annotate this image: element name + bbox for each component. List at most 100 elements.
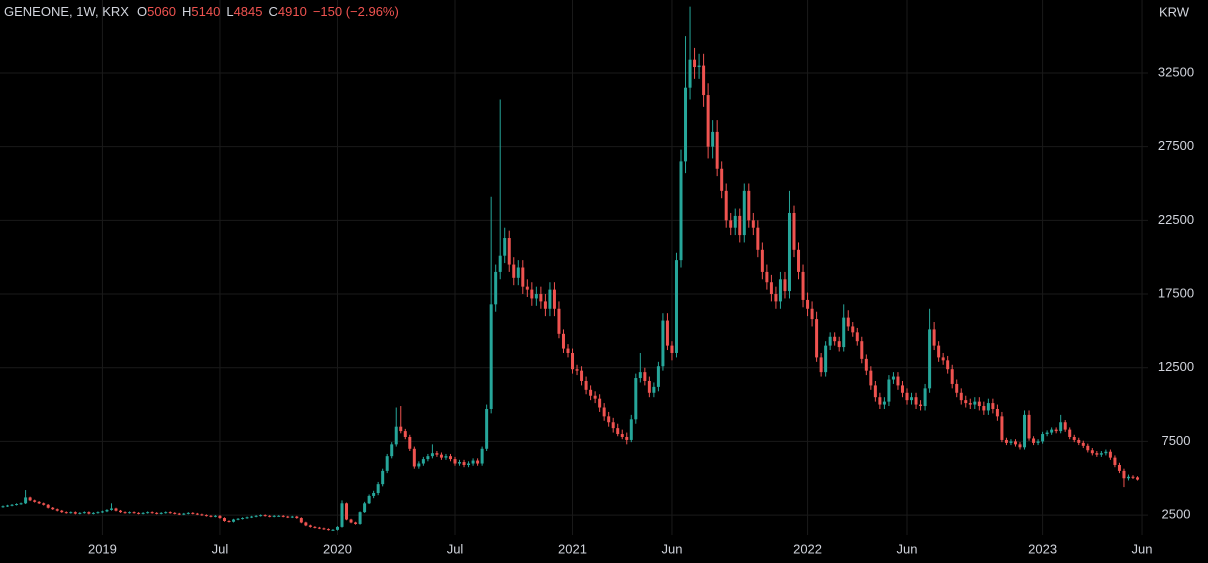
candle-body [634,378,638,420]
y-tick-label: 32500 [1158,64,1194,79]
candle-body [778,279,782,302]
y-tick-label: 2500 [1162,507,1191,522]
ohlc-label: L [226,4,233,19]
candle-body [602,407,606,417]
candle-body [887,379,891,402]
x-tick-label: 2021 [558,541,587,556]
x-tick-label: Jun [661,541,682,556]
candle-body [711,131,715,147]
candle-body [503,238,507,256]
candle-body [430,453,434,457]
candle-body [693,59,697,68]
candle-body [765,271,769,283]
candle-body [679,161,683,261]
candle-body [444,456,448,458]
candle-body [986,403,990,411]
candle-body [959,392,963,401]
candle-body [494,271,498,305]
candle-body [290,516,294,518]
candle-body [769,282,773,295]
candle-body [611,422,615,429]
candle-body [738,215,742,236]
candle-body [638,372,642,379]
candle-body [200,514,204,516]
candle-body [232,519,236,522]
candle-body [105,509,109,512]
candle-body [620,434,624,437]
candle-body [973,401,977,405]
candle-body [173,512,177,514]
candle-body [335,526,339,530]
symbol: GENEONE, 1W, KRX [4,4,129,19]
candle-body [964,400,968,404]
candle-body [421,459,425,464]
candle-body [824,345,828,373]
candle-body [571,352,575,370]
candle-body [846,317,850,327]
candle-body [561,333,565,349]
candle-body [851,326,855,333]
candle-body [774,294,778,302]
candle-body [1099,453,1103,455]
candle-body [507,238,511,265]
candle-body [241,518,245,520]
candle-body [367,495,371,504]
candle-body [1108,451,1112,458]
candle-body [593,395,597,399]
candle-body [783,279,787,292]
candle-body [896,376,900,386]
candle-body [498,255,502,272]
y-tick-label: 7500 [1162,433,1191,448]
candle-body [833,336,837,342]
candle-body [91,512,95,514]
candle-body [1004,439,1008,443]
candle-body [204,515,208,517]
candle-body [213,515,217,517]
candle-body [656,366,660,387]
header: GENEONE, 1W, KRX O5060 H5140 L4845 C4910 −150… [4,4,399,19]
candle-body [64,512,68,514]
x-tick-label: Jul [447,541,464,556]
candle-body [950,369,954,384]
candle-body [941,357,945,361]
candle-body [358,512,362,524]
candle-body [245,517,249,519]
candle-body [815,319,819,358]
x-tick-label: Jun [897,541,918,556]
candle-body [458,462,462,464]
candle-body [304,522,308,526]
candle-body [28,497,32,501]
ohlc-label: C [269,4,278,19]
candle-body [995,408,999,417]
candle-body [806,299,810,309]
candle-body [100,511,104,513]
candle-body [186,512,190,514]
candle-body [688,59,692,88]
candle-body [299,518,303,523]
ohlc-label: O [137,4,147,19]
candle-body [792,212,796,250]
candle-body [575,369,579,371]
candle-body [828,336,832,346]
candle-body [801,271,805,300]
change: −150 (−2.96%) [313,4,399,19]
candle-body [372,492,376,496]
candle-body [584,380,588,390]
candle-body [977,401,981,407]
candle-body [548,289,552,309]
candle-body [787,212,791,292]
candle-body [349,519,353,523]
candle-body [616,428,620,435]
candle-body [1027,414,1031,439]
candle-body [923,388,927,407]
candle-body [476,460,480,464]
candle-body [1,506,5,508]
candle-body [218,515,222,519]
candle-body [489,304,493,409]
candle-body [873,385,877,398]
candle-body [1009,441,1013,443]
candle-body [313,526,317,528]
candle-body [914,397,918,405]
candle-body [566,348,570,353]
